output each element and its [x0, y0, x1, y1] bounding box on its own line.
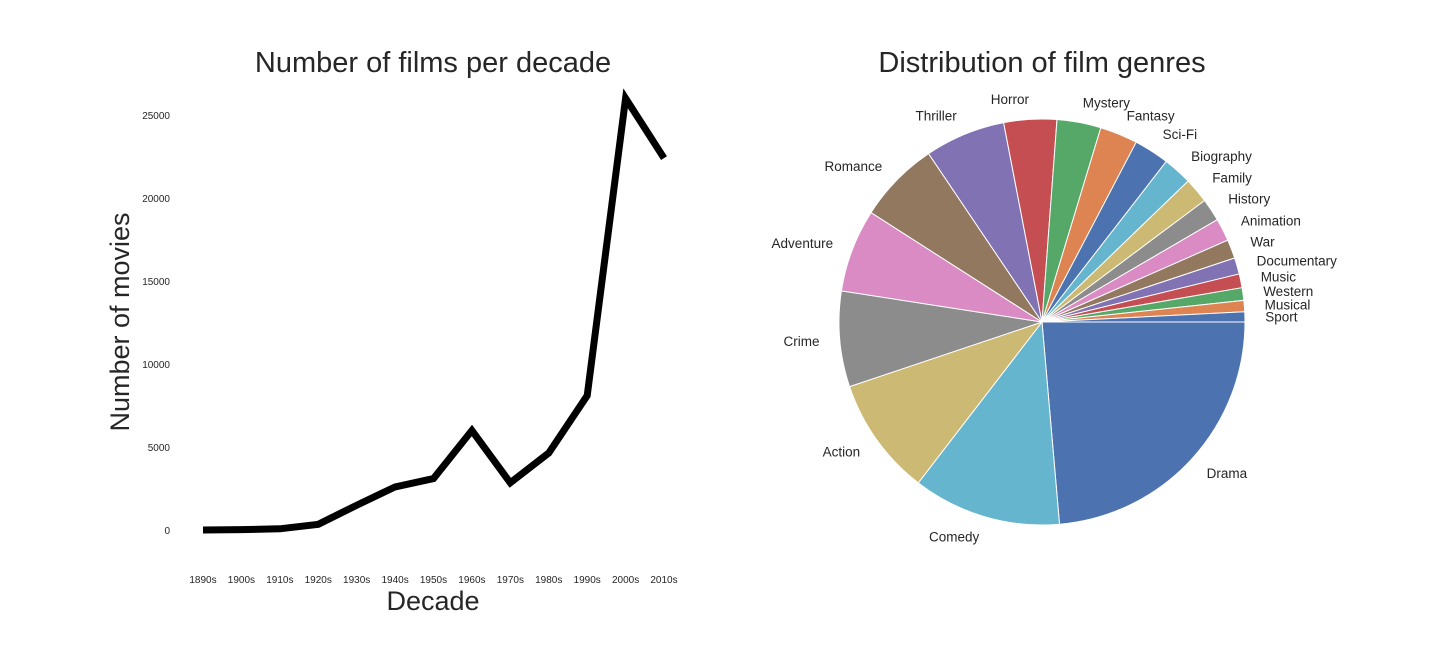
pie-slice-comedy [917, 320, 1061, 526]
x-tick-label: 1950s [420, 575, 447, 586]
pie-label-family: Family [1212, 170, 1252, 185]
line-chart-ylabel: Number of movies [105, 212, 135, 431]
y-tick-label: 20000 [142, 194, 170, 205]
y-tick-label: 15000 [142, 277, 170, 288]
pie-label-action: Action [823, 445, 861, 460]
line-series-path [202, 88, 667, 534]
x-tick-label: 1910s [266, 575, 293, 586]
line-chart: Number of films per decade Decade Number… [105, 47, 678, 616]
pie-slice-sport [1041, 311, 1246, 323]
pie-label-thriller: Thriller [916, 109, 958, 124]
pie-label-animation: Animation [1241, 214, 1301, 229]
y-tick-label: 0 [164, 526, 170, 537]
pie-chart-slices [838, 118, 1246, 526]
x-tick-label: 1970s [497, 575, 524, 586]
pie-label-sport: Sport [1265, 309, 1298, 324]
y-tick-label: 25000 [142, 111, 170, 122]
pie-label-comedy: Comedy [929, 529, 980, 544]
line-chart-x-ticks: 1890s 1900s 1910s 1920s 1930s 1940s 1950s 1960s… [189, 575, 677, 586]
x-tick-label: 1900s [228, 575, 255, 586]
pie-label-mystery: Mystery [1083, 96, 1131, 111]
line-chart-y-ticks: 0 5000 10000 15000 20000 25000 [142, 111, 170, 537]
x-tick-label: 1890s [189, 575, 216, 586]
x-tick-label: 1920s [305, 575, 332, 586]
pie-chart: Distribution of film genres Drama Comedy A… [772, 47, 1338, 544]
pie-chart-title: Distribution of film genres [878, 47, 1205, 79]
pie-label-fantasy: Fantasy [1127, 108, 1175, 123]
pie-label-musical: Musical [1265, 298, 1311, 313]
pie-label-horror: Horror [991, 92, 1030, 107]
pie-slice-crime [838, 290, 1043, 388]
x-tick-label: 2000s [612, 575, 639, 586]
x-tick-label: 1980s [535, 575, 562, 586]
y-tick-label: 5000 [148, 443, 171, 454]
pie-label-adventure: Adventure [772, 236, 834, 251]
x-tick-label: 1930s [343, 575, 370, 586]
line-chart-series [202, 88, 667, 534]
pie-label-biography: Biography [1191, 149, 1252, 164]
pie-label-crime: Crime [784, 334, 820, 349]
pie-slice-action [848, 321, 1044, 484]
pie-slice-drama [1041, 321, 1246, 525]
x-tick-label: 1940s [381, 575, 408, 586]
pie-chart-labels: Drama Comedy Action Crime Adventure Romance Th… [772, 92, 1338, 544]
line-chart-title: Number of films per decade [255, 47, 611, 79]
x-tick-label: 2010s [650, 575, 677, 586]
x-tick-label: 1960s [458, 575, 485, 586]
pie-label-sci-fi: Sci-Fi [1163, 127, 1198, 142]
pie-label-western: Western [1263, 284, 1313, 299]
pie-label-history: History [1228, 192, 1270, 207]
pie-label-documentary: Documentary [1257, 253, 1338, 268]
pie-label-romance: Romance [825, 159, 883, 174]
line-chart-xlabel: Decade [386, 586, 479, 616]
pie-label-drama: Drama [1207, 466, 1248, 481]
x-tick-label: 1990s [574, 575, 601, 586]
pie-label-war: War [1250, 235, 1275, 250]
y-tick-label: 10000 [142, 360, 170, 371]
pie-label-music: Music [1261, 270, 1297, 285]
